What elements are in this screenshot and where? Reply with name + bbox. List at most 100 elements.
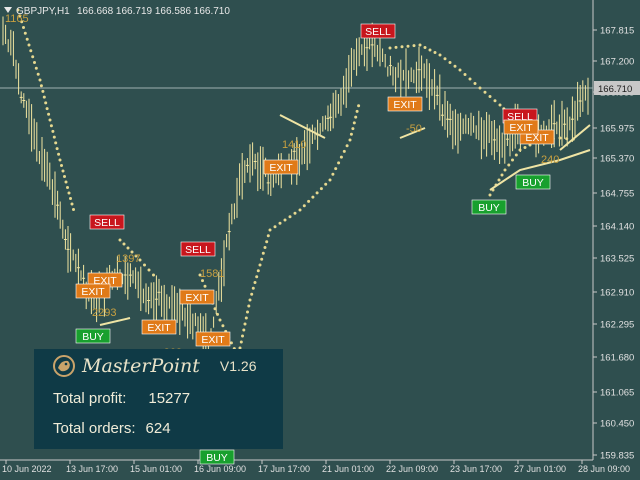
price-tick-label: 165.370 [600,154,634,165]
stop-dot [394,45,398,49]
stop-dot [565,137,569,141]
stop-dot [473,82,477,85]
stop-dot [57,152,61,156]
stop-dot [246,310,249,314]
price-tick-label: 167.815 [600,26,634,37]
stop-dot [488,95,492,98]
buy-signal-text: BUY [206,452,228,464]
stop-dot [261,251,265,255]
trade-trail-lines [99,114,591,326]
ohlc-label: 166.668 166.719 166.586 166.710 [77,6,230,17]
stop-dot [339,155,343,159]
exit-signal-label: EXIT [387,96,423,112]
stop-dot [218,318,222,322]
stop-dot [203,284,207,288]
current-price-value: 166.710 [598,84,632,95]
stop-dot [247,304,251,308]
trade-trail [399,127,426,139]
stop-dot [55,147,59,151]
stop-dot [355,109,359,113]
stop-dot [248,298,252,302]
stats-panel [34,349,283,449]
stop-dot [500,173,504,177]
stop-dot [268,228,272,232]
stop-dot [412,44,416,48]
buy-signal-text: BUY [478,202,500,214]
stop-dot [311,195,315,199]
stop-dot [256,269,260,273]
stop-dot [433,51,437,54]
brand-name: MasterPoint [82,355,200,377]
stop-dot [64,180,68,184]
total-orders-label: Total orders: [53,420,136,437]
stop-dot [213,307,217,311]
buy-signal-text: BUY [82,331,104,343]
stop-dot [352,121,356,125]
stop-dot [221,324,225,328]
exit-signal-text: EXIT [81,286,105,298]
time-tick-label: 27 Jun 01:00 [514,464,566,474]
stop-dot [38,78,42,82]
stop-dot [27,43,31,47]
stop-dot [293,211,297,215]
stop-dot [31,55,35,59]
stop-dot [278,221,282,225]
stop-dot [458,68,462,72]
stop-dot [49,124,53,128]
stop-dot [251,286,255,290]
symbol-label: GBPJPY,H1 [16,6,70,17]
stop-dot [514,153,518,157]
stop-dot [511,158,514,162]
stop-dot [258,263,262,267]
stop-dot [357,104,361,108]
price-tick-label: 162.910 [600,288,634,299]
time-tick-label: 22 Jun 09:00 [386,464,438,474]
total-orders-value: 624 [145,420,171,437]
trade-number: 1581 [200,268,224,280]
buy-signal-box [75,328,111,344]
buy-signal-label: BUY [75,328,111,344]
price-axis-ticks: 167.815167.200166.585165.975165.370164.7… [593,26,634,462]
sell-signal-label: SELL [360,23,396,39]
time-axis-ticks: 10 Jun 2022 13 Jun 17:00 15 Jun 01:00 16 Ju… [2,460,630,474]
exit-signal-text: EXIT [509,122,533,134]
brand-version: V1.26 [219,358,257,374]
stop-dot [507,163,511,167]
stop-dot [428,48,432,52]
stop-dot [351,127,355,131]
exit-signal-text: EXIT [525,132,549,144]
trade-number: 240 [541,154,559,166]
stop-dot [22,26,25,29]
exit-signal-box [141,319,177,335]
stop-dot [260,257,264,261]
stop-dot [238,346,242,350]
stop-dot [69,197,72,200]
stop-dot [266,234,270,238]
stop-dot [118,238,122,242]
trade-number: 1397 [116,253,140,265]
stop-dot [503,168,507,172]
stop-dot [319,187,323,191]
stop-dot [345,144,349,148]
exit-signal-text: EXIT [185,292,209,304]
time-tick-label: 21 Jun 01:00 [322,464,374,474]
stop-dot [67,191,71,195]
stop-dot [388,46,392,50]
stop-dot [122,242,126,246]
total-orders-row: Total orders: 624 [53,420,171,437]
stop-dot [273,225,277,229]
stop-dot [39,84,43,88]
stop-dot [33,61,36,64]
price-tick-label: 162.295 [600,320,634,331]
buy-signal-box [515,174,551,190]
collapse-triangle-icon[interactable] [4,7,12,13]
stop-dot [70,202,74,206]
stop-dot [263,246,267,249]
stop-dot [42,95,46,99]
stop-dot [60,164,63,167]
sell-signal-box [360,23,396,39]
stop-dot [348,138,352,142]
stop-dot [488,193,492,197]
buy-signal-label: BUY [515,174,551,190]
sell-signal-box [89,214,125,230]
